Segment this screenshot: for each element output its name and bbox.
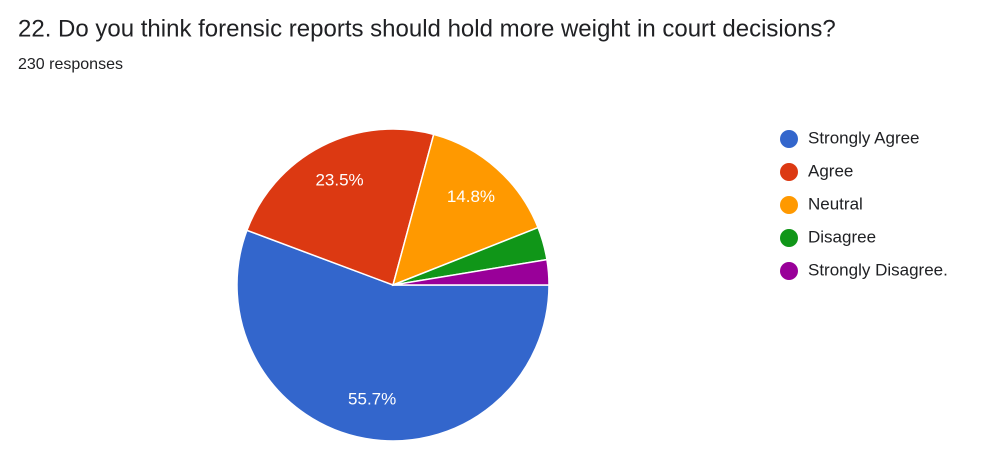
data-label: 14.8% [447,187,495,206]
data-label: 23.5% [315,170,363,189]
legend-label: Neutral [808,194,863,213]
legend-label: Agree [808,161,853,180]
pie-slice [392,258,550,286]
legend-label: Disagree [808,227,876,246]
chart-title: 22. Do you think forensic reports should… [18,15,836,42]
pie-slice [245,128,435,286]
pie-slice [391,133,540,287]
data-label: 55.7% [348,390,396,409]
legend-label: Strongly Agree [808,128,920,147]
legend-label: Strongly Disagree. [808,260,948,279]
legend-marker [780,229,798,247]
legend-marker [780,196,798,214]
legend-marker [780,163,798,181]
legend-marker [780,130,798,148]
chart-subtitle: 230 responses [18,56,123,73]
pie-slice [236,229,550,442]
legend-marker [780,262,798,280]
